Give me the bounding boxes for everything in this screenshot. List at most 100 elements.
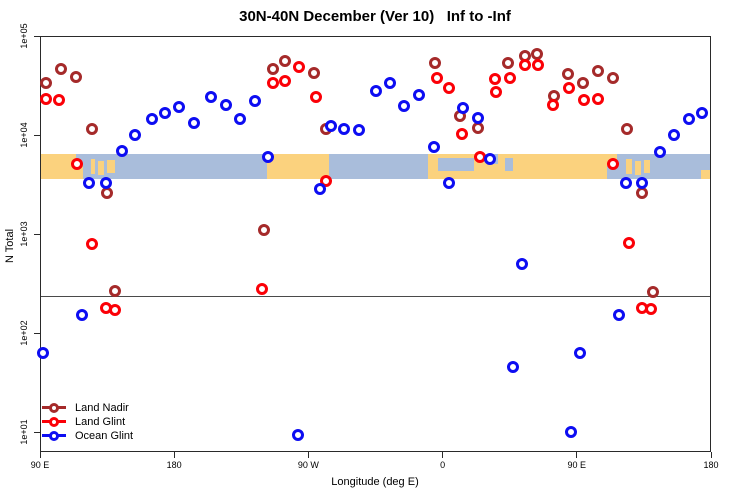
data-point-land-glint (591, 93, 604, 105)
legend-item-land-glint: Land Glint (42, 415, 133, 428)
data-point-land-glint (532, 58, 545, 71)
data-point-ocean-glint (369, 85, 382, 98)
data-point-land-nadir (606, 71, 619, 84)
data-point-ocean-glint (75, 308, 88, 321)
data-point-ocean-glint (636, 176, 649, 189)
data-point-ocean-glint (515, 257, 528, 270)
data-point-ocean-glint (353, 124, 366, 137)
data-point-ocean-glint (457, 102, 470, 115)
data-point-land-nadir (646, 285, 659, 298)
map-strip-land (266, 153, 330, 179)
data-point-ocean-glint (129, 129, 142, 141)
x-tick (307, 452, 309, 458)
legend-label: Land Glint (75, 415, 126, 428)
x-tick (442, 452, 444, 458)
x-tick (39, 452, 41, 458)
data-point-ocean-glint (412, 89, 425, 102)
land-nadir-marker-icon (42, 402, 66, 413)
data-point-land-nadir (576, 76, 589, 89)
data-point-land-glint (266, 76, 279, 89)
data-point-land-glint (546, 98, 559, 111)
x-tick-label: 90 W (297, 460, 319, 470)
data-point-ocean-glint (384, 76, 397, 89)
data-point-land-nadir (502, 57, 515, 70)
data-point-land-glint (455, 128, 468, 141)
data-point-land-nadir (561, 67, 574, 80)
data-point-land-glint (278, 74, 291, 87)
data-point-land-nadir (530, 47, 543, 60)
y-tick-label: 1e+02 (19, 320, 29, 346)
data-point-land-glint (39, 93, 52, 105)
x-tick-label: 180 (703, 460, 719, 470)
x-tick-label: 90 E (567, 460, 587, 470)
data-point-land-nadir (69, 70, 82, 83)
y-tick (34, 233, 40, 235)
map-strip-island (634, 161, 641, 176)
data-point-ocean-glint (682, 113, 695, 126)
x-tick-label: 90 E (30, 460, 50, 470)
data-point-land-glint (442, 82, 455, 95)
data-point-ocean-glint (442, 176, 455, 189)
x-tick-label: 180 (166, 460, 182, 470)
data-point-ocean-glint (116, 144, 128, 157)
data-point-ocean-glint (145, 113, 158, 126)
data-point-land-nadir (266, 62, 279, 75)
map-strip-island (626, 158, 632, 174)
x-tick-label: 0 (440, 460, 446, 470)
map-strip-island (700, 170, 711, 179)
data-point-land-nadir (86, 122, 99, 135)
y-tick-label: 1e+03 (19, 221, 29, 247)
data-point-land-glint (503, 71, 516, 84)
data-point-land-glint (71, 157, 84, 170)
data-point-land-glint (563, 82, 576, 95)
data-point-land-nadir (257, 223, 270, 236)
plot-frame (40, 36, 711, 452)
data-point-ocean-glint (506, 361, 519, 374)
data-point-ocean-glint (205, 91, 218, 103)
ocean-glint-marker-icon (42, 430, 66, 441)
data-point-ocean-glint (83, 176, 96, 189)
data-point-land-glint (606, 157, 619, 170)
map-strip-sea (505, 157, 513, 172)
data-point-land-glint (518, 58, 531, 71)
data-point-land-glint (309, 91, 322, 103)
data-point-ocean-glint (654, 146, 667, 159)
data-point-ocean-glint (573, 346, 586, 359)
data-point-land-glint (578, 94, 591, 107)
data-point-ocean-glint (667, 129, 680, 141)
data-point-land-glint (293, 60, 306, 73)
y-tick-label: 1e+04 (19, 122, 29, 148)
data-point-ocean-glint (172, 100, 185, 113)
map-strip-island (643, 160, 650, 173)
data-point-land-nadir (429, 57, 442, 70)
y-tick (34, 35, 40, 37)
data-point-land-nadir (308, 66, 321, 79)
land-glint-marker-icon (42, 416, 66, 427)
y-tick (34, 332, 40, 334)
data-point-ocean-glint (324, 120, 337, 133)
y-tick-label: 1e+01 (19, 419, 29, 445)
data-point-ocean-glint (612, 308, 625, 321)
data-point-ocean-glint (262, 150, 275, 163)
data-point-ocean-glint (159, 106, 172, 119)
data-point-land-glint (490, 85, 503, 98)
map-strip-island (90, 158, 96, 174)
data-point-ocean-glint (187, 117, 200, 130)
data-point-ocean-glint (99, 176, 112, 189)
map-strip-sea (438, 157, 474, 172)
x-tick (576, 452, 578, 458)
data-point-ocean-glint (233, 113, 246, 126)
data-point-land-nadir (591, 65, 604, 78)
data-point-ocean-glint (397, 99, 410, 112)
y-tick-label: 1e+05 (19, 23, 29, 49)
legend-label: Land Nadir (75, 401, 129, 414)
data-point-land-nadir (621, 122, 634, 135)
data-point-land-nadir (108, 285, 121, 298)
data-point-ocean-glint (248, 95, 261, 108)
data-point-ocean-glint (291, 429, 304, 442)
data-point-ocean-glint (620, 176, 632, 189)
legend: Land Nadir Land Glint Ocean Glint (42, 401, 133, 443)
y-tick (34, 134, 40, 136)
data-point-ocean-glint (427, 140, 440, 153)
